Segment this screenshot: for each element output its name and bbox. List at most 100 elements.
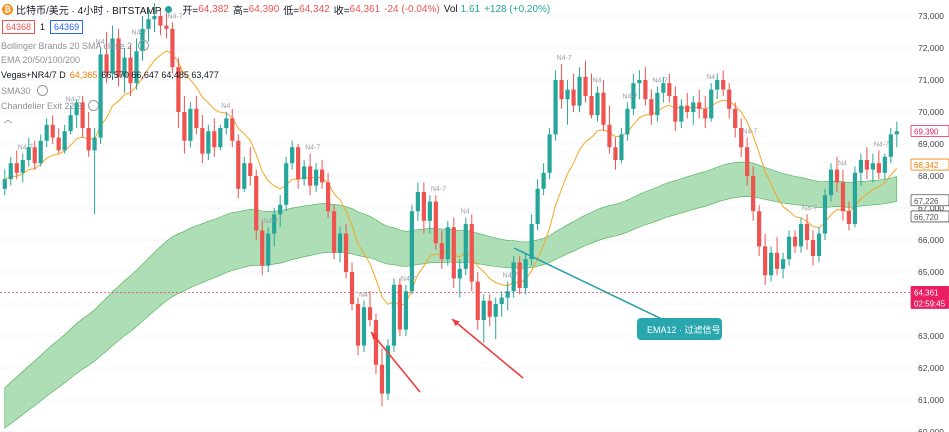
indicator-label: Vegas+NR4/7 D [1,70,66,80]
candle-body [571,89,576,106]
candle-body [894,131,899,135]
candle-body [882,156,887,173]
eye-icon[interactable] [138,40,150,51]
candle-body [559,80,564,100]
candle-body [278,204,283,215]
eye-icon[interactable] [88,100,100,111]
collapse-chevron-icon[interactable]: ︿ [4,115,12,124]
callout-pointer [513,247,669,323]
close-value: 64,361 [349,3,381,15]
candle-body [439,243,444,260]
candle-body [709,89,714,119]
candle-body [86,128,91,151]
candle-body [325,182,331,212]
candle-body [26,147,31,160]
indicator-label: Bollinger Brands 20 SMA close 2 [1,40,133,51]
annotation-arrow-left-head [371,332,379,340]
bitcoin-icon: ₿ [2,3,13,15]
nr-label: N4-7 [874,141,889,148]
candle-body [547,134,552,173]
candle-body [493,304,498,317]
candle-body [104,54,109,74]
indicator-sma30[interactable]: SMA30 [1,85,48,96]
price-tag [910,194,949,207]
open-value: 64,382 [198,3,229,15]
symbol-title[interactable]: 比特币/美元 · 4小时 · BITSTAMP [16,5,162,17]
price-tick-label: 67,000 [918,203,944,213]
indicator-vegas[interactable]: Vegas+NR4/7 D 64,365 66,570 66,647 64,48… [1,70,219,80]
candle-body [529,224,534,260]
buy-button[interactable]: 64369 [50,20,84,34]
nr-label: N4-7 [167,13,182,20]
candle-body [673,96,678,122]
candle-body [182,112,187,141]
candle-body [511,262,516,292]
candle-body [834,169,840,183]
candle-body [697,102,702,109]
nr-label: N4-7 [263,218,278,225]
vegas-tunnel-band [4,161,898,429]
indicator-ema[interactable]: EMA 20/50/100/200 [1,55,80,65]
price-tick-label: 66,000 [918,235,944,245]
candle-body [403,291,409,330]
candle-body [661,83,666,93]
candle-body [457,268,462,279]
sell-button[interactable]: 64368 [2,20,36,34]
candle-body [769,252,774,276]
vol-change-value: +128 (+0.20%) [484,3,551,15]
candle-body [583,76,588,96]
candle-body [822,195,828,234]
candle-body [553,80,558,135]
candle-body [780,259,786,269]
candle-body [733,108,738,128]
high-label: 高= [232,5,249,17]
candle-body [888,134,893,157]
price-tick-label: 60,000 [918,427,944,432]
candle-body [864,160,869,170]
nr-label: N4-7 [132,29,147,36]
candle-body [134,51,139,84]
candle-body [858,160,864,173]
close-label: 收= [333,5,350,17]
candle-body [236,140,241,189]
candle-body [774,252,780,269]
candle-body [296,147,301,180]
candle-body [98,54,103,138]
candle-body [290,147,295,164]
price-tick-label: 63,000 [918,331,944,341]
callout-box[interactable] [637,318,722,340]
nr-label: N4-7 [431,186,446,193]
indicator-bollinger[interactable]: Bollinger Brands 20 SMA close 2 [1,40,150,51]
candle-body [92,137,97,151]
candle-body [577,76,582,106]
vol-value: 1.61 [460,3,481,15]
candle-body [613,147,618,160]
candle-body [331,211,337,253]
candle-body [260,230,265,266]
candle-body [517,262,522,288]
candle-body [715,80,720,90]
ema12-line [4,50,898,307]
nr-label: N4-7 [622,93,637,100]
candle-body [266,233,271,266]
price-tick-label: 65,000 [918,267,944,277]
indicator-label: EMA 20/50/100/200 [1,55,81,65]
nr-label: N4-7 [18,145,33,152]
candle-body [176,67,181,112]
indicator-chandelier[interactable]: Chandelier Exit 22 3 [1,100,100,111]
eye-icon[interactable] [36,85,48,96]
candle-body [487,300,492,317]
quantity-field[interactable]: 1 [40,22,46,32]
price-tag-label: 02:59:45 [914,299,946,308]
nr-label: N4-7 [66,97,81,104]
price-tag [910,297,949,309]
candle-body [248,163,253,176]
indicator-value: 64,365 [69,70,98,80]
candle-body [62,131,67,151]
candle-body [2,179,7,189]
nr-label: N4 [359,292,368,299]
candle-body [589,96,594,116]
candle-body [655,92,660,116]
candle-body [349,272,355,304]
